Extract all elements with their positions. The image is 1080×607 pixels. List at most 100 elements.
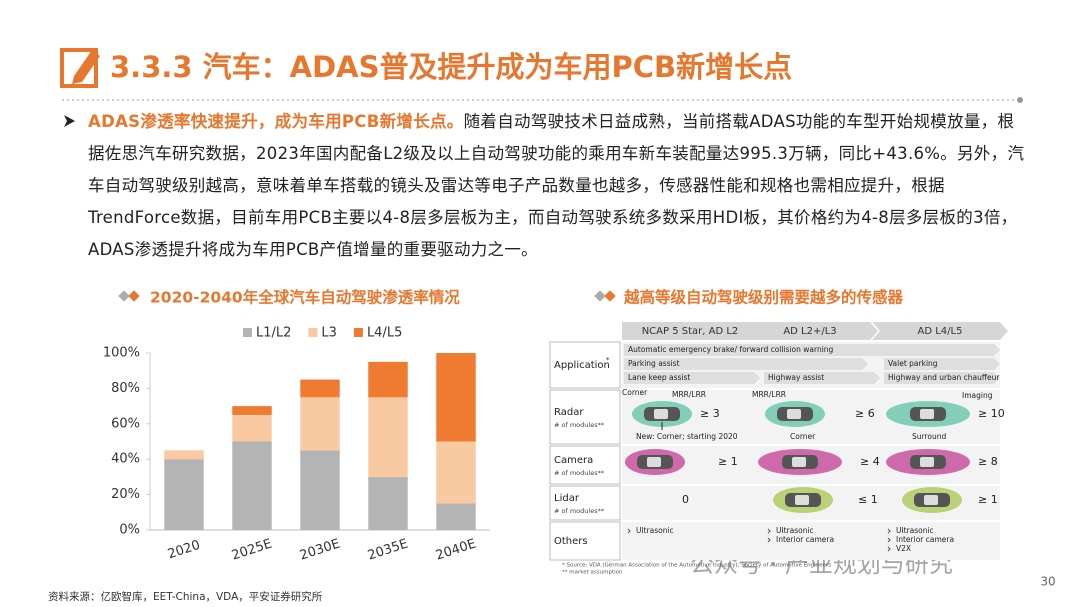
column-header [622, 322, 758, 340]
row-label-note: * [606, 356, 610, 364]
bar-segment [300, 450, 340, 530]
item-bar [884, 358, 1000, 370]
others-item: Ultrasonic [896, 526, 934, 535]
legend-label: L3 [321, 326, 337, 341]
bar-segment [300, 379, 340, 398]
legend-label: L1/L2 [256, 326, 291, 341]
y-tick-label: 0% [119, 523, 140, 538]
cell-value: ≥ 1 [978, 493, 998, 506]
bar-segment [300, 397, 340, 451]
car-window [924, 495, 938, 505]
car-window [647, 457, 661, 467]
row-label: Others [554, 536, 588, 547]
row-label-box [549, 389, 621, 445]
row-label-box [549, 445, 621, 485]
y-tick-label: 40% [111, 452, 140, 467]
footnote: ** market assumption [562, 570, 623, 576]
column-header-label: AD L4/L5 [918, 326, 963, 337]
car-window [654, 409, 668, 419]
item-bar [764, 372, 880, 384]
legend-swatch [353, 328, 363, 337]
radar-annotation: Corner [622, 388, 648, 397]
slide-title: 3.3.3 汽车：ADAS普及提升成为车用PCB新增长点 [110, 50, 792, 84]
cell-value: ≥ 10 [978, 407, 1005, 420]
bar-segment [436, 441, 476, 504]
item-bar [624, 358, 868, 370]
diagram-title: 越高等级自动驾驶级别需要越多的传感器 [623, 288, 904, 307]
application-item: Highway and urban chauffeur [888, 373, 1000, 382]
title-icon [60, 48, 100, 88]
x-tick-label: 2030E [298, 536, 342, 563]
bullet [887, 546, 891, 552]
legend-label: L4/L5 [367, 326, 402, 341]
lead-text: ADAS渗透率快速提升，成为车用PCB新增长点。 [88, 112, 464, 131]
others-item: Ultrasonic [636, 526, 674, 535]
cell-value: ≤ 1 [858, 493, 878, 506]
y-tick-label: 60% [111, 416, 140, 431]
source: 资料来源：亿欧智库，EET-China，VDA，平安证券研究所 [48, 590, 323, 603]
row-body [622, 522, 1000, 560]
cell-value: ≥ 8 [978, 455, 998, 468]
cell-value: ≥ 3 [700, 407, 720, 420]
row-sublabel: # of modules** [554, 421, 605, 429]
radar-annotation: Corner [790, 432, 816, 441]
chart-title: 2020-2040年全球汽车自动驾驶渗透率情况 [150, 288, 460, 307]
row-label: Radar [554, 407, 584, 418]
bullet [767, 528, 771, 534]
item-bar [884, 372, 1000, 384]
radar-annotation: MRR/LRR [672, 390, 706, 399]
cell-value: ≥ 1 [718, 455, 738, 468]
bar-segment [368, 361, 408, 398]
row-sublabel: # of modules** [554, 469, 605, 477]
column-header-label: AD L2+/L3 [783, 326, 836, 337]
row-label-box [549, 521, 621, 561]
bar-segment [232, 441, 272, 530]
x-tick-label: 2025E [230, 536, 274, 563]
bar-segment [232, 406, 272, 415]
bullet [627, 528, 631, 534]
radar-annotation: Imaging [962, 391, 993, 400]
others-item: Interior camera [776, 535, 834, 544]
y-tick-label: 80% [111, 381, 140, 396]
cell-value: ≥ 6 [855, 407, 875, 420]
cell-value: ≥ 4 [860, 455, 880, 468]
item-bar [624, 344, 1000, 356]
radar-annotation: Surround [912, 432, 946, 441]
bullet [887, 537, 891, 543]
body-text: 随着自动驾驶技术日益成熟，当前搭载ADAS功能的车型开始规模放量，根据佐思汽车研… [88, 112, 1025, 259]
application-item: Highway assist [768, 373, 824, 382]
car-window [920, 409, 934, 419]
car-window [920, 457, 934, 467]
row-sublabel: # of modules** [554, 507, 605, 515]
application-item: Lane keep assist [628, 373, 690, 382]
bar-segment [436, 353, 476, 442]
legend-swatch [243, 328, 252, 337]
row-label: Application [554, 360, 610, 371]
bullet [887, 528, 891, 534]
row-label: Camera [554, 455, 593, 466]
column-header [742, 322, 878, 340]
divider-dot [1017, 97, 1023, 103]
x-tick-label: 2040E [434, 536, 478, 563]
car-window [795, 495, 809, 505]
application-item: Parking assist [628, 359, 680, 368]
row-label: Lidar [554, 493, 580, 504]
x-tick-label: 2035E [366, 536, 410, 563]
radar-annotation: New: Corner; starting 2020 [636, 432, 738, 441]
row-label-box [549, 485, 621, 521]
others-item: Interior camera [896, 535, 954, 544]
others-item: Ultrasonic [776, 526, 814, 535]
others-item: V2X [896, 544, 911, 553]
bar-segment [368, 397, 408, 477]
item-bar [624, 372, 760, 384]
bar-segment [436, 503, 476, 530]
bullet-arrow [64, 115, 75, 127]
bar-segment [232, 414, 272, 442]
bar-segment [164, 450, 204, 460]
bar-segment [368, 476, 408, 530]
paragraph: ADAS渗透率快速提升，成为车用PCB新增长点。随着自动驾驶技术日益成熟，当前搭… [88, 106, 1028, 266]
radar-annotation: MRR/LRR [752, 390, 786, 399]
y-tick-label: 20% [111, 487, 140, 502]
footnote: * Source: VDA (German Association of the… [562, 563, 831, 569]
